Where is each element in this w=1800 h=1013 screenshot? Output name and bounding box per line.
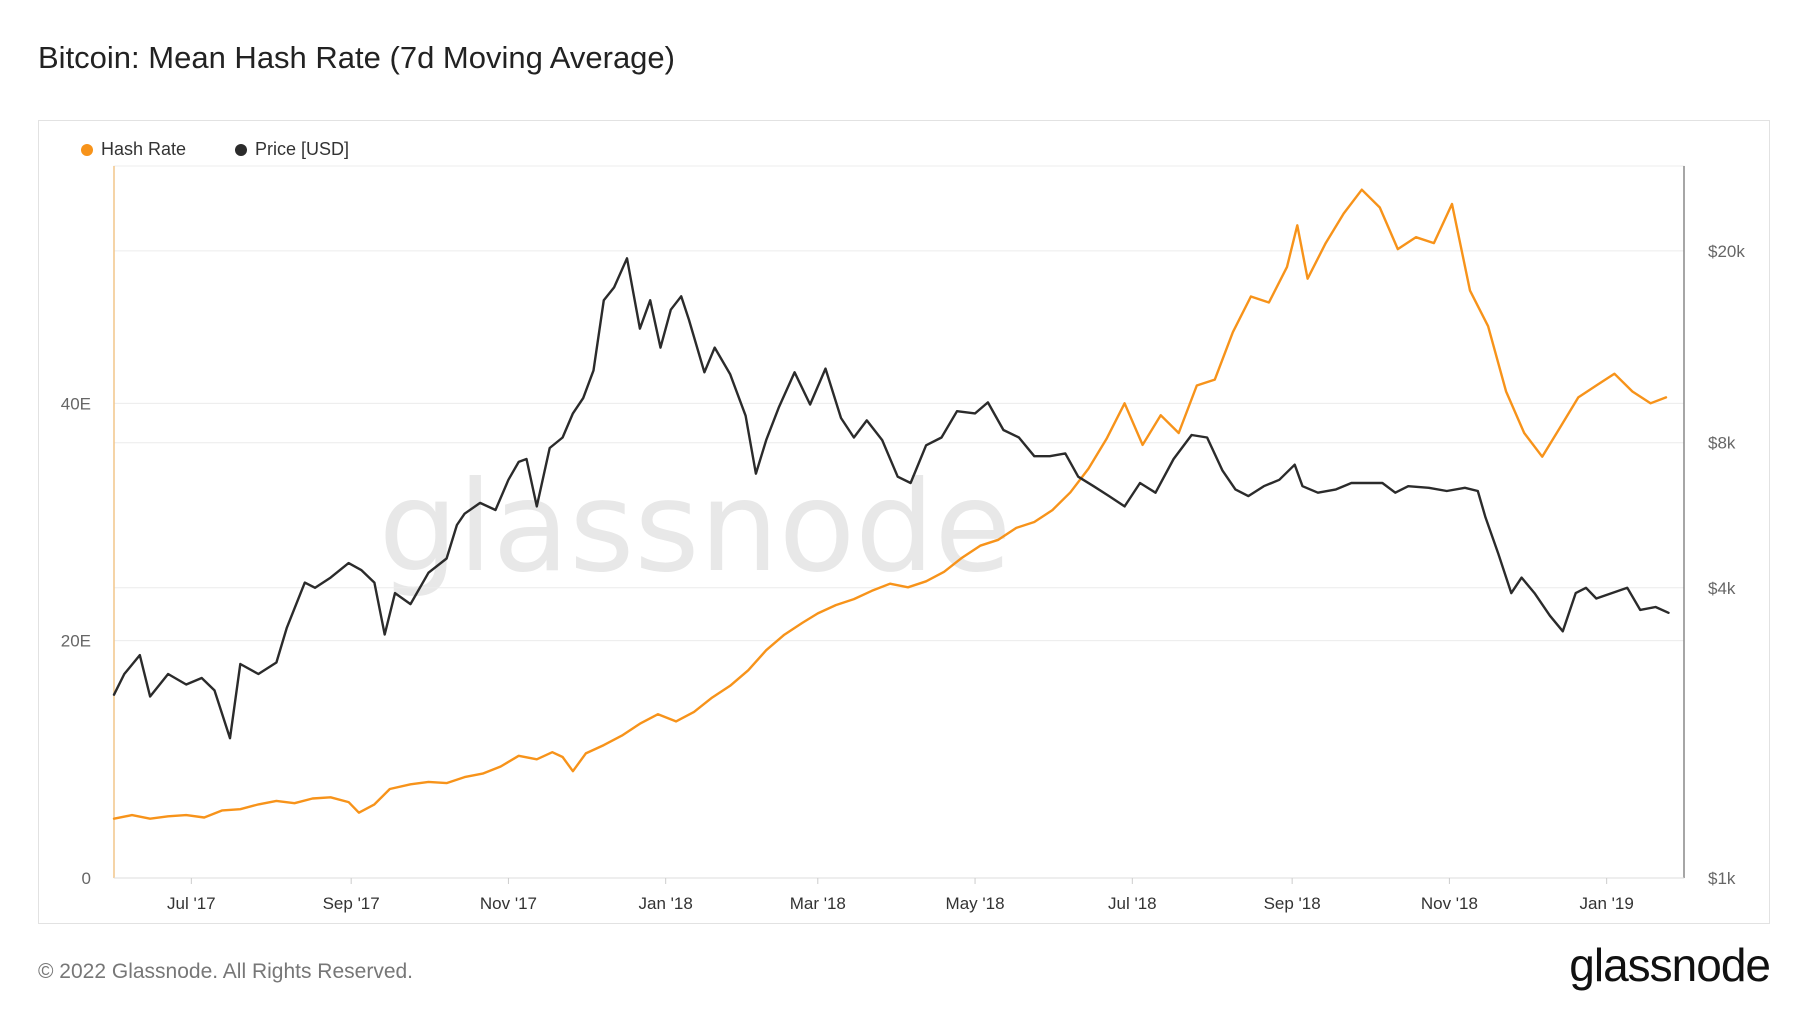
price-line (112, 257, 1670, 740)
page-title: Bitcoin: Mean Hash Rate (7d Moving Avera… (38, 40, 675, 75)
y-left-tick-label: 0 (82, 869, 91, 888)
x-tick-label: Jan '18 (639, 894, 693, 913)
y-right-tick-label: $4k (1708, 579, 1736, 598)
x-tick-label: Sep '17 (323, 894, 380, 913)
y-left-tick-label: 20E (61, 632, 91, 651)
legend-item-hash-rate[interactable]: Hash Rate (81, 139, 186, 160)
x-tick-label: Mar '18 (790, 894, 846, 913)
x-tick-label: Jan '19 (1580, 894, 1634, 913)
footer-copyright: © 2022 Glassnode. All Rights Reserved. (38, 960, 414, 983)
x-tick-label: Jul '18 (1108, 894, 1157, 913)
tick-labels: 0 20E 40E $1k $4k $8k $20k Jul '17 Sep '17 Nov '1… (61, 242, 1746, 913)
legend-item-price[interactable]: Price [USD] (235, 139, 349, 160)
x-tick-label: Jul '17 (167, 894, 216, 913)
legend-label-hash-rate: Hash Rate (101, 139, 187, 159)
price-dot-icon (235, 143, 247, 156)
x-tick-label: Sep '18 (1264, 894, 1321, 913)
hash-rate-line (112, 188, 1668, 820)
y-right-tick-label: $1k (1708, 869, 1736, 888)
glassnode-logo[interactable]: glassnode (1569, 939, 1771, 991)
chart-frame (38, 120, 1770, 924)
y-right-tick-label: $20k (1708, 242, 1745, 261)
x-tick-label: Nov '17 (480, 894, 537, 913)
series-lines (112, 188, 1670, 820)
watermark: glassnode (379, 455, 1012, 600)
y-left-tick-label: 40E (61, 394, 91, 413)
x-tick-label: Nov '18 (1421, 894, 1478, 913)
x-tick-label: May '18 (946, 894, 1005, 913)
legend-label-price: Price [USD] (255, 139, 350, 159)
axes (113, 166, 1685, 884)
hash-rate-dot-icon (81, 143, 93, 156)
y-right-tick-label: $8k (1708, 434, 1736, 453)
